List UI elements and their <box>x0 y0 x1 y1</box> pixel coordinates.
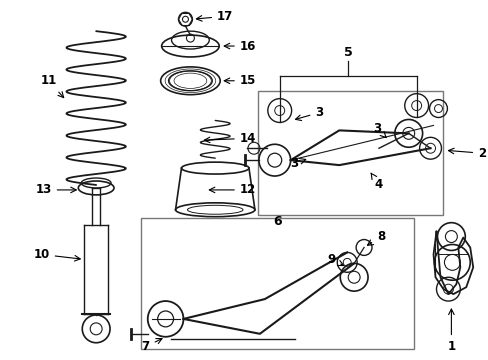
Text: 1: 1 <box>447 309 454 353</box>
Text: 9: 9 <box>326 253 343 266</box>
Text: 3: 3 <box>295 106 323 121</box>
Text: 16: 16 <box>224 40 256 53</box>
Text: 10: 10 <box>33 248 80 261</box>
Text: 2: 2 <box>447 147 485 160</box>
Text: 3: 3 <box>372 122 386 138</box>
Bar <box>141 218 413 349</box>
Bar <box>257 91 443 215</box>
Text: 13: 13 <box>35 184 76 197</box>
Text: 8: 8 <box>366 230 384 245</box>
Text: 6: 6 <box>273 215 282 228</box>
Text: 4: 4 <box>370 173 382 192</box>
Text: 7: 7 <box>142 338 162 353</box>
Text: 15: 15 <box>224 74 256 87</box>
Text: 17: 17 <box>196 10 233 23</box>
Text: 14: 14 <box>204 132 256 145</box>
Text: 5: 5 <box>343 46 352 59</box>
Text: 12: 12 <box>209 184 256 197</box>
Text: 11: 11 <box>41 74 63 98</box>
Text: 3: 3 <box>290 157 305 170</box>
